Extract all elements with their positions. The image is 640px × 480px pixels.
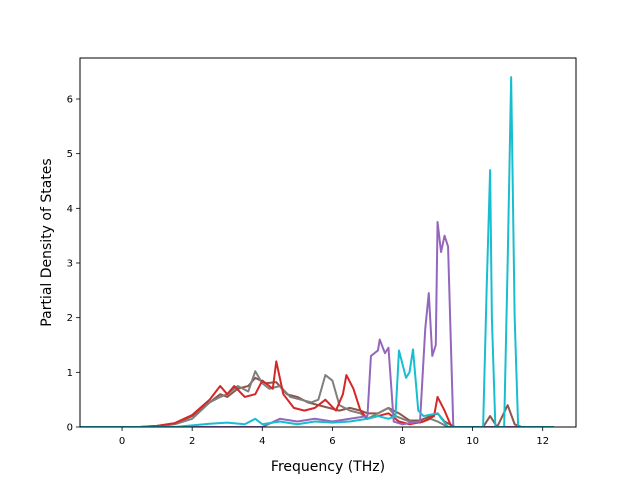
y-tick-label: 6: [67, 95, 73, 106]
y-axis-label: Partial Density of States: [39, 158, 55, 326]
y-tick-label: 2: [67, 313, 73, 324]
x-tick-label: 0: [119, 436, 125, 447]
axes-frame: [79, 57, 577, 428]
y-axis: 0 1 2 3 4 5 6: [67, 95, 80, 434]
x-tick-label: 6: [329, 436, 335, 447]
plot-area: [80, 76, 555, 427]
x-tick-label: 10: [466, 436, 479, 447]
x-axis: 0 2 4 6 8 10 12: [119, 427, 549, 447]
y-tick-label: 0: [67, 423, 73, 434]
y-tick-label: 4: [67, 204, 73, 215]
series-line-5: [80, 76, 555, 427]
series-line-4: [80, 221, 555, 427]
y-tick-label: 3: [67, 259, 73, 270]
x-axis-label: Frequency (THz): [271, 459, 385, 475]
x-tick-label: 4: [259, 436, 265, 447]
x-tick-label: 12: [536, 436, 549, 447]
series-line-2: [80, 370, 555, 427]
x-tick-label: 2: [189, 436, 195, 447]
y-tick-label: 5: [67, 149, 73, 160]
x-tick-label: 8: [399, 436, 405, 447]
y-tick-label: 1: [67, 368, 73, 379]
series-line-3: [80, 360, 555, 427]
